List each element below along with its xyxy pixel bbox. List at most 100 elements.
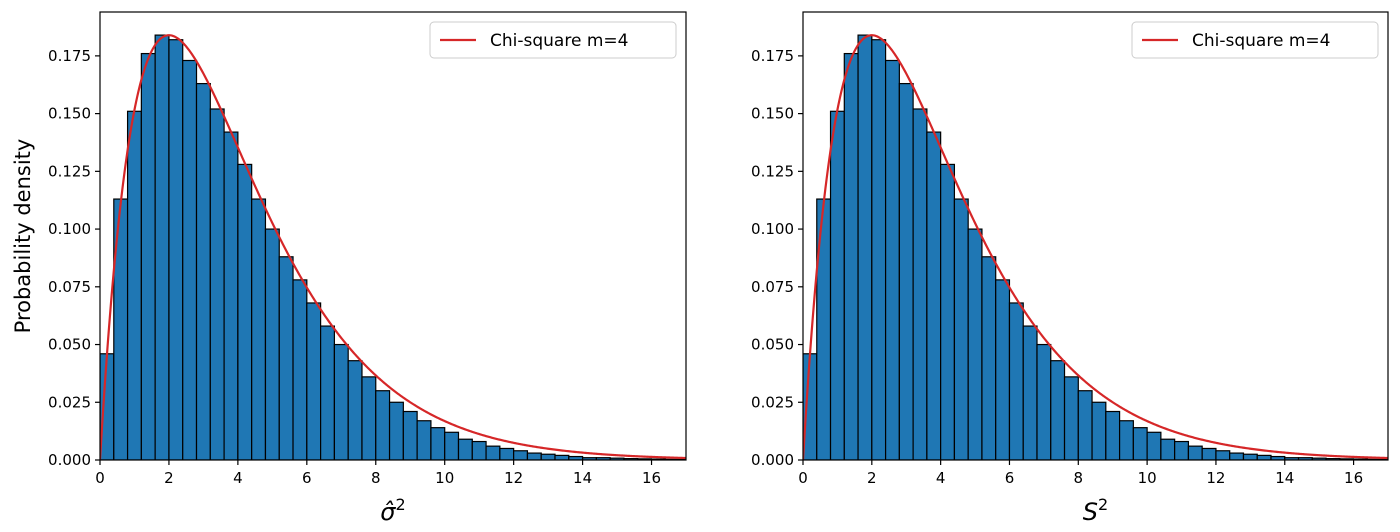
- histogram-bar: [940, 163, 956, 460]
- histogram-bar: [361, 376, 377, 460]
- x-tick-label: 10: [435, 469, 454, 487]
- histogram-bar: [347, 360, 363, 460]
- histogram-bar: [540, 453, 556, 460]
- histogram-bar: [884, 59, 900, 460]
- x-tick-label: 4: [936, 469, 946, 487]
- x-tick-label: 12: [1206, 469, 1225, 487]
- y-tick-label: 0.075: [48, 278, 91, 296]
- histogram-bar: [967, 228, 983, 460]
- x-tick-label: 14: [573, 469, 592, 487]
- histogram-bar: [499, 447, 515, 460]
- histogram-bar: [1229, 452, 1245, 460]
- y-tick-label: 0.050: [751, 336, 794, 354]
- histogram-bar: [416, 420, 432, 460]
- x-tick-label: 10: [1138, 469, 1157, 487]
- x-tick-label: 2: [164, 469, 174, 487]
- x-axis-label-base: σ̂: [380, 498, 396, 526]
- y-tick-label: 0.025: [48, 393, 91, 411]
- histogram-bar: [430, 427, 446, 460]
- histogram-bar: [168, 39, 184, 460]
- histogram-bar: [126, 110, 142, 460]
- histogram-bar: [292, 279, 308, 460]
- histogram-bar: [333, 343, 349, 460]
- histogram-bar: [513, 450, 529, 460]
- x-axis-label-superscript: 2: [396, 495, 406, 514]
- histogram-bar: [306, 302, 322, 460]
- chi-square-curve: [803, 34, 1388, 460]
- histogram-bar: [857, 34, 873, 460]
- chart-2: 0 2 4 6 8 10 12 14 16 0.000 0.025 0.050 0.075 0.100 0.…: [751, 11, 1389, 526]
- histogram-bar: [485, 445, 501, 460]
- histogram-bar: [1160, 438, 1176, 460]
- plot-frame: [802, 11, 1389, 461]
- x-tick-label: 14: [1275, 469, 1294, 487]
- histogram-bar: [1242, 453, 1258, 460]
- histogram-bar: [264, 228, 280, 460]
- x-tick-label: 2: [867, 469, 877, 487]
- x-tick-label: 0: [798, 469, 808, 487]
- histogram-bar: [195, 82, 211, 460]
- histogram-bar: [1036, 343, 1052, 460]
- histogram-bar: [1201, 447, 1217, 460]
- legend-label: Chi-square m=4: [1192, 31, 1330, 51]
- histogram-bar: [1105, 410, 1121, 460]
- chart-1: 0 2 4 6 8 10 12 14 16 0.000 0.025 0.050 0.075 0.100 0.…: [11, 11, 687, 526]
- histogram-bar: [444, 431, 460, 460]
- histogram-bar: [898, 82, 914, 460]
- y-tick-label: 0.100: [48, 220, 91, 238]
- y-tick-label: 0.150: [48, 105, 91, 123]
- x-tick-label: 6: [1005, 469, 1015, 487]
- y-tick-label: 0.175: [751, 47, 794, 65]
- x-tick-label: 6: [302, 469, 312, 487]
- histogram-bar: [995, 279, 1011, 460]
- histogram-bar: [1187, 445, 1203, 460]
- y-tick-label: 0.000: [751, 451, 794, 469]
- y-tick-label: 0.075: [751, 278, 794, 296]
- histogram-bar: [1063, 376, 1079, 460]
- histogram-bar: [223, 131, 239, 460]
- x-tick-label: 8: [1074, 469, 1084, 487]
- histogram-bar: [554, 454, 570, 460]
- chi-square-curve: [100, 34, 686, 460]
- histogram-bar: [1077, 390, 1093, 460]
- histogram-bar: [1132, 427, 1148, 460]
- histogram-bar: [1118, 420, 1134, 460]
- legend-box: [1131, 21, 1379, 59]
- histogram-bar: [278, 256, 294, 460]
- histogram-bar: [843, 52, 859, 460]
- histogram-bar: [1022, 325, 1038, 460]
- x-axis-label: S2: [1083, 495, 1108, 526]
- histogram-bar: [1215, 450, 1231, 460]
- legend-box: [429, 21, 677, 59]
- y-tick-label: 0.000: [48, 451, 91, 469]
- histogram-bar: [1174, 440, 1190, 460]
- y-tick-label: 0.175: [48, 47, 91, 65]
- histogram-bar: [981, 256, 997, 460]
- histogram-bar: [926, 131, 942, 460]
- x-axis-label: σ̂2: [380, 495, 405, 526]
- histogram-bar: [388, 401, 404, 460]
- y-axis-label: Probability density: [11, 139, 35, 334]
- legend: Chi-square m=4: [429, 21, 677, 59]
- histogram-bar: [375, 390, 391, 460]
- y-tick-label: 0.100: [751, 220, 794, 238]
- histogram-bar: [1256, 454, 1272, 460]
- histogram-bar: [953, 198, 969, 460]
- histogram-bar: [154, 34, 170, 460]
- y-tick-label: 0.050: [48, 336, 91, 354]
- histogram-bar: [871, 39, 887, 460]
- x-tick-label: 0: [95, 469, 105, 487]
- x-tick-label: 16: [1344, 469, 1363, 487]
- histogram-bars: [803, 34, 1388, 460]
- x-tick-label: 4: [233, 469, 243, 487]
- histogram-bar: [912, 108, 928, 460]
- histogram-bar: [1091, 401, 1107, 460]
- x-axis-label-base: S: [1083, 498, 1098, 526]
- histogram-bar: [1050, 360, 1066, 460]
- histogram-bar: [829, 110, 845, 460]
- histogram-bar: [1008, 302, 1024, 460]
- y-tick-label: 0.025: [751, 393, 794, 411]
- y-tick-label: 0.125: [48, 162, 91, 180]
- histogram-bar: [1146, 431, 1162, 460]
